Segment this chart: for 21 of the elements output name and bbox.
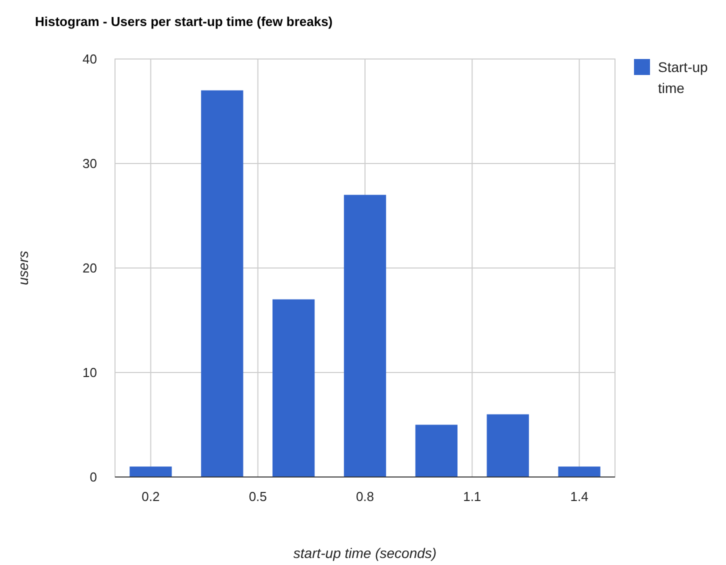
chart-title: Histogram - Users per start-up time (few breaks) <box>35 14 333 29</box>
x-tick-label: 0.8 <box>356 489 374 504</box>
x-tick-label: 1.1 <box>463 489 482 504</box>
bar <box>344 194 386 477</box>
x-tick-label: 0.5 <box>248 489 267 504</box>
y-tick-label: 0 <box>90 470 97 485</box>
bar <box>558 466 600 477</box>
legend-label: Start-up time <box>658 59 708 96</box>
x-tick-label: 1.4 <box>570 489 588 504</box>
x-axis-title: start-up time (seconds) <box>293 545 437 561</box>
y-tick-label: 20 <box>82 260 97 276</box>
y-axis-title: users <box>15 250 31 286</box>
y-tick-label: 30 <box>82 156 97 172</box>
bar <box>415 424 458 477</box>
bar <box>272 299 315 477</box>
y-tick-label: 40 <box>82 52 97 67</box>
y-tick-label: 10 <box>82 365 97 380</box>
bar <box>130 466 172 477</box>
x-tick-label: 0.2 <box>142 489 160 504</box>
bar <box>486 414 529 477</box>
bar <box>201 90 244 477</box>
